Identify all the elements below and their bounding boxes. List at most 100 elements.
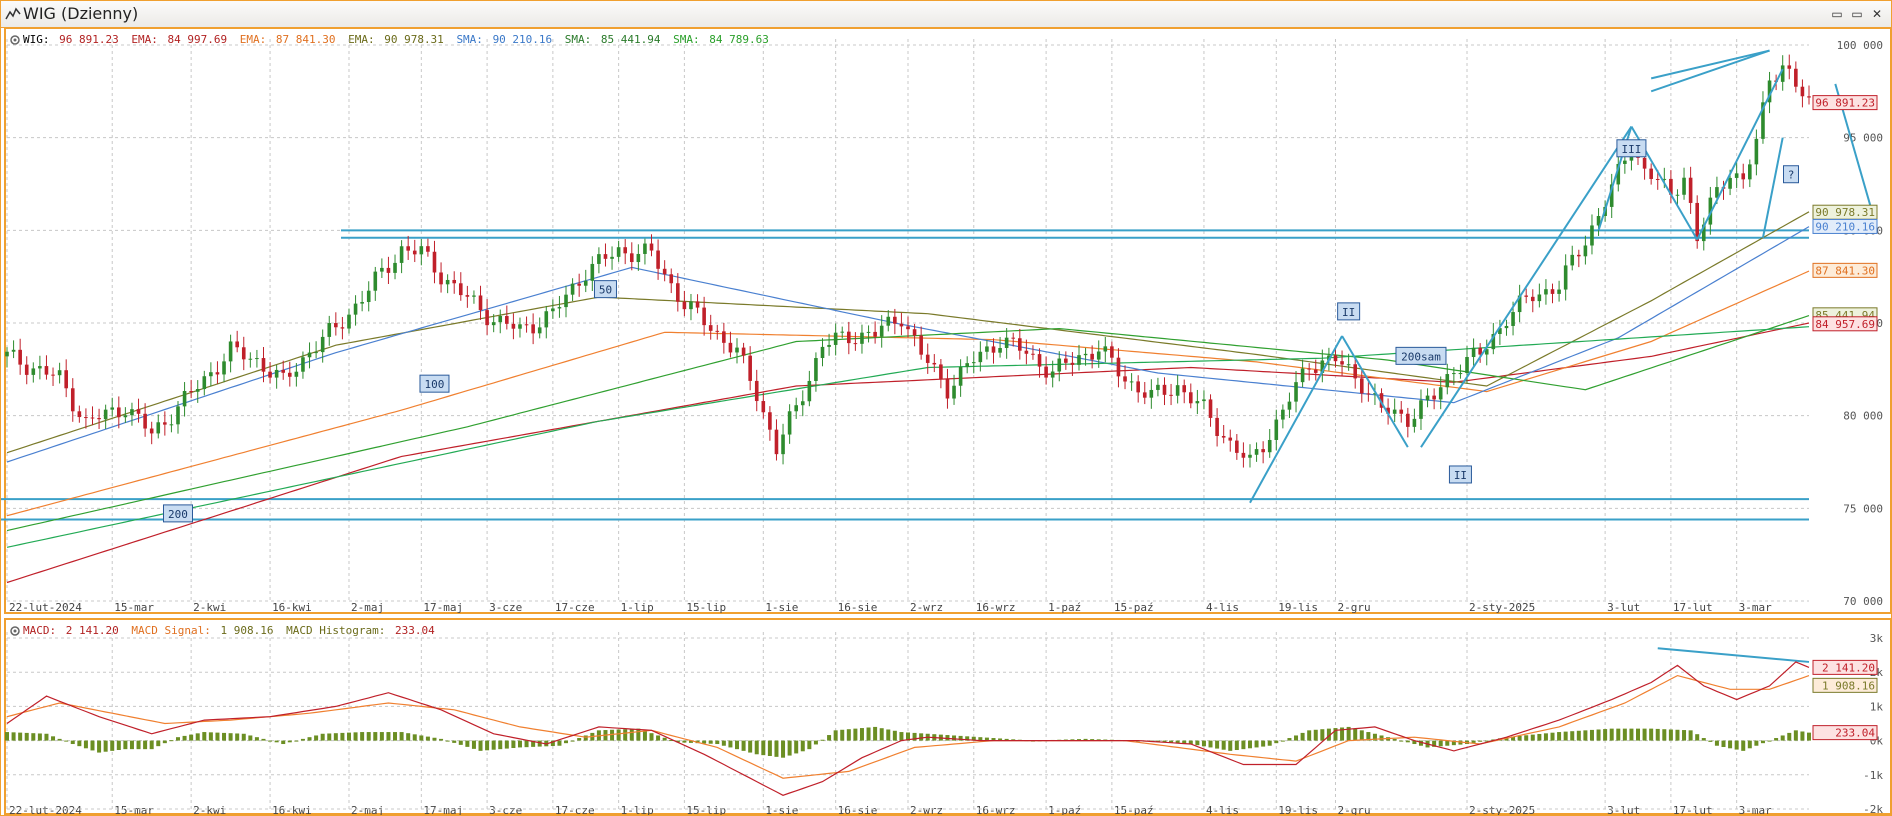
wave-label: ?	[1788, 169, 1795, 182]
candle-body	[1688, 177, 1693, 203]
minimize-button[interactable]: ▭	[1831, 7, 1843, 21]
macd-histogram-bar	[268, 740, 273, 742]
candle-body	[44, 366, 49, 375]
restore-button[interactable]: ▭	[1851, 7, 1863, 21]
candle-body	[1807, 96, 1811, 98]
macd-histogram-bar	[537, 740, 542, 747]
macd-histogram-bar	[1576, 730, 1581, 741]
macd-histogram-bar	[813, 740, 818, 745]
macd-histogram-bar	[314, 735, 319, 741]
candle-body	[84, 417, 88, 419]
candle-body	[222, 361, 226, 375]
candle-body	[1366, 393, 1371, 395]
candle-body	[1399, 409, 1404, 414]
candle-body	[143, 413, 147, 429]
candle-body	[110, 407, 115, 410]
candle-body	[860, 332, 864, 344]
macd-histogram-bar	[1682, 730, 1687, 741]
x-tick-label: 3-mar	[1739, 601, 1772, 614]
candle-body	[847, 331, 851, 344]
macd-histogram-bar	[1162, 740, 1167, 743]
close-button[interactable]: ✕	[1871, 7, 1883, 21]
macd-histogram-bar	[623, 729, 628, 741]
macd-histogram-bar	[1484, 740, 1489, 742]
candle-body	[1544, 289, 1548, 295]
y-tick-label: 75 000	[1843, 502, 1883, 515]
x-tick-label: 17-maj	[423, 601, 463, 614]
macd-histogram-bar	[629, 728, 634, 741]
candle-body	[439, 272, 443, 285]
moving-average-line	[6, 326, 1810, 548]
macd-histogram-bar	[471, 740, 476, 749]
macd-histogram-bar	[800, 740, 805, 752]
macd-histogram-bar	[1070, 739, 1075, 741]
macd-histogram-bar	[1793, 730, 1798, 741]
settings-gear-icon[interactable]	[8, 33, 22, 47]
price-value-label: 90 210.16	[1815, 220, 1875, 233]
macd-histogram-bar	[991, 738, 996, 741]
candle-body	[1432, 395, 1436, 400]
macd-histogram-bar	[1372, 733, 1377, 741]
macd-histogram-bar	[1313, 729, 1318, 741]
x-tick-label: 2-sty-2025	[1469, 601, 1535, 614]
candle-body	[1577, 254, 1581, 257]
wave-label: 200	[168, 508, 188, 521]
y-tick-label: 70 000	[1843, 595, 1883, 608]
macd-histogram-bar	[715, 740, 720, 745]
macd-histogram-bar	[807, 740, 812, 750]
macd-histogram-bar	[175, 737, 180, 741]
macd-histogram-bar	[136, 740, 141, 750]
x-tick-label: 17-maj	[423, 804, 463, 815]
candle-body	[149, 428, 154, 434]
macd-histogram-bar	[235, 733, 240, 741]
macd-histogram-bar	[31, 733, 36, 741]
candle-body	[1583, 245, 1588, 257]
macd-settings-gear-icon[interactable]	[8, 624, 22, 638]
macd-histogram-bar	[754, 740, 759, 755]
macd-histogram-bar	[261, 738, 266, 741]
window-controls: ▭ ▭ ✕	[1829, 6, 1885, 22]
candle-body	[577, 283, 581, 286]
candle-body	[1208, 399, 1213, 418]
candle-body	[991, 346, 996, 353]
candle-body	[1767, 80, 1772, 103]
candle-body	[491, 322, 496, 326]
candle-body	[1406, 413, 1410, 427]
candle-body	[103, 409, 108, 420]
macd-histogram-bar	[241, 733, 246, 741]
candle-body	[202, 376, 207, 390]
macd-histogram-bar	[1662, 729, 1667, 741]
macd-histogram-bar	[1215, 740, 1220, 749]
candle-body	[656, 250, 660, 269]
candle-body	[228, 341, 233, 362]
candle-body	[1590, 225, 1594, 246]
candle-body	[1419, 400, 1423, 419]
candle-body	[432, 251, 437, 273]
macd-histogram-bar	[83, 740, 88, 749]
legend-macd-label: MACD:	[23, 624, 57, 637]
candle-body	[1498, 328, 1502, 335]
macd-histogram-bar	[702, 740, 707, 744]
macd-pane	[4, 618, 1892, 815]
macd-histogram-bar	[1241, 740, 1246, 750]
candle-body	[412, 250, 417, 255]
macd-histogram-bar	[767, 740, 772, 756]
candle-body	[1761, 102, 1765, 139]
candle-body	[820, 346, 825, 359]
candle-body	[215, 372, 220, 375]
x-tick-label: 1-lip	[621, 601, 654, 614]
macd-histogram-bar	[846, 729, 851, 741]
macd-histogram-bar	[189, 734, 194, 741]
price-value-box	[1812, 95, 1878, 111]
candle-body	[445, 279, 450, 285]
candle-body	[623, 247, 628, 254]
trend-annotation-line	[1420, 125, 1633, 448]
candle-body	[1353, 364, 1358, 379]
macd-histogram-bar	[1326, 728, 1331, 741]
macd-histogram-bar	[1478, 740, 1483, 742]
candle-body	[531, 324, 535, 334]
candle-body	[814, 358, 818, 381]
macd-histogram-bar	[1274, 740, 1279, 744]
macd-histogram-bar	[1701, 738, 1706, 741]
